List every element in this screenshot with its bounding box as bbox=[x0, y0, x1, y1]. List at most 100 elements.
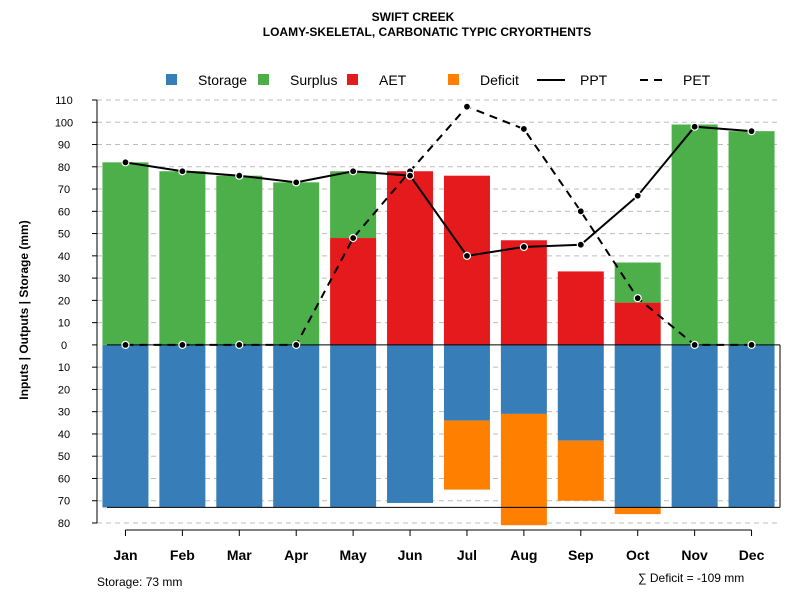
surplus-bar-nov bbox=[671, 124, 718, 345]
storage-bar-apr bbox=[273, 344, 320, 508]
y-tick-label: 100 bbox=[55, 117, 73, 129]
y-tick-label: 40 bbox=[58, 251, 70, 263]
x-tick-label-jul: Jul bbox=[457, 547, 477, 563]
x-tick-label-apr: Apr bbox=[284, 547, 309, 563]
ppt-point-apr bbox=[292, 178, 301, 187]
aet-bar-sep bbox=[557, 271, 604, 345]
storage-bar-dec bbox=[728, 344, 775, 508]
storage-bar-jan bbox=[102, 344, 149, 508]
legend-label-ppt: PPT bbox=[580, 72, 608, 88]
ppt-point-sep bbox=[576, 240, 585, 249]
pet-point-apr bbox=[292, 340, 301, 349]
y-tick-label: 0 bbox=[61, 340, 67, 352]
y-tick-label: 90 bbox=[58, 140, 70, 152]
y-tick-label: 60 bbox=[58, 473, 70, 485]
deficit-bar-aug bbox=[500, 413, 547, 526]
y-tick-label: 50 bbox=[58, 451, 70, 463]
x-tick-label-nov: Nov bbox=[681, 547, 708, 563]
pet-point-nov bbox=[690, 340, 699, 349]
storage-note: Storage: 73 mm bbox=[97, 575, 182, 589]
legend-swatch-aet bbox=[347, 74, 358, 85]
y-tick-label: 60 bbox=[58, 206, 70, 218]
storage-bar-sep bbox=[557, 344, 604, 441]
legend-swatch-storage bbox=[166, 74, 177, 85]
y-tick-label: 80 bbox=[58, 162, 70, 174]
x-tick-label-dec: Dec bbox=[739, 547, 765, 563]
storage-bar-nov bbox=[671, 344, 718, 508]
deficit-bar-oct bbox=[614, 507, 661, 515]
ppt-point-mar bbox=[235, 171, 244, 180]
chart-subtitle: LOAMY-SKELETAL, CARBONATIC TYPIC CRYORTH… bbox=[263, 25, 591, 39]
pet-point-feb bbox=[178, 340, 187, 349]
ppt-point-dec bbox=[747, 127, 756, 136]
x-tick-label-mar: Mar bbox=[227, 547, 252, 563]
y-tick-label: 40 bbox=[58, 429, 70, 441]
x-tick-label-may: May bbox=[340, 547, 367, 563]
deficit-bar-sep bbox=[557, 440, 604, 501]
y-tick-label: 20 bbox=[58, 295, 70, 307]
pet-point-may bbox=[349, 233, 358, 243]
ppt-point-nov bbox=[690, 122, 699, 131]
surplus-bar-jan bbox=[102, 162, 149, 345]
legend-label-surplus: Surplus bbox=[290, 72, 337, 88]
x-tick-label-jun: Jun bbox=[398, 547, 423, 563]
y-tick-label: 20 bbox=[58, 384, 70, 396]
chart-title: SWIFT CREEK bbox=[372, 10, 455, 24]
y-tick-label: 110 bbox=[55, 95, 73, 107]
pet-point-mar bbox=[235, 340, 244, 349]
legend-swatch-surplus bbox=[258, 74, 269, 85]
legend-label-storage: Storage bbox=[198, 72, 247, 88]
aet-bar-may bbox=[330, 238, 377, 345]
y-tick-label: 30 bbox=[58, 273, 70, 285]
y-tick-label: 10 bbox=[58, 362, 70, 374]
legend-label-pet: PET bbox=[683, 72, 711, 88]
ppt-point-may bbox=[349, 167, 358, 176]
bars bbox=[102, 124, 781, 526]
pet-point-jan bbox=[121, 340, 130, 349]
storage-bar-oct bbox=[614, 344, 661, 508]
pet-point-jul bbox=[462, 102, 472, 111]
ppt-point-jan bbox=[121, 158, 130, 167]
y-tick-label: 80 bbox=[58, 518, 70, 530]
y-tick-label: 10 bbox=[58, 318, 70, 330]
x-tick-label-sep: Sep bbox=[568, 547, 594, 563]
aet-bar-aug bbox=[500, 240, 547, 345]
storage-bar-aug bbox=[500, 344, 547, 414]
legend: Storage Surplus AET Deficit PPT PET bbox=[166, 72, 711, 88]
aet-bar-jul bbox=[443, 175, 490, 345]
lines bbox=[121, 102, 756, 349]
ppt-point-jul bbox=[462, 251, 472, 260]
storage-bar-jul bbox=[443, 344, 490, 421]
storage-bar-jun bbox=[387, 344, 434, 503]
x-axis: Jan Feb Mar Apr May Jun Jul Aug Sep Oct Nov Dec bbox=[113, 529, 765, 563]
ppt-line bbox=[125, 125, 752, 257]
deficit-note: ∑ Deficit = -109 mm bbox=[638, 571, 744, 585]
y-axis: 1101009080706050403020100102030405060708… bbox=[55, 95, 98, 530]
storage-bar-may bbox=[330, 344, 377, 508]
ppt-point-aug bbox=[519, 242, 528, 252]
y-tick-label: 70 bbox=[58, 496, 70, 508]
gridlines bbox=[97, 99, 780, 524]
y-axis-label: Inputs | Outputs | Storage (mm) bbox=[17, 220, 31, 399]
y-tick-label: 50 bbox=[58, 229, 70, 241]
pet-line bbox=[125, 105, 752, 346]
x-tick-label-oct: Oct bbox=[626, 547, 650, 563]
surplus-bar-dec bbox=[728, 131, 775, 345]
legend-swatch-deficit bbox=[448, 74, 459, 85]
y-tick-label: 70 bbox=[58, 184, 70, 196]
y-tick-label: 30 bbox=[58, 407, 70, 419]
pet-point-aug bbox=[519, 124, 528, 134]
ppt-point-jun bbox=[405, 171, 415, 180]
x-tick-label-feb: Feb bbox=[170, 547, 195, 563]
aet-bar-oct bbox=[614, 302, 661, 345]
pet-point-sep bbox=[576, 207, 585, 216]
aet-bar-jun bbox=[387, 171, 434, 345]
pet-point-dec bbox=[747, 340, 756, 349]
x-tick-label-aug: Aug bbox=[510, 547, 537, 563]
surplus-bar-apr bbox=[273, 182, 320, 345]
ppt-point-oct bbox=[633, 191, 642, 200]
storage-bar-mar bbox=[216, 344, 263, 508]
surplus-bar-mar bbox=[216, 175, 263, 345]
legend-label-deficit: Deficit bbox=[480, 72, 519, 88]
